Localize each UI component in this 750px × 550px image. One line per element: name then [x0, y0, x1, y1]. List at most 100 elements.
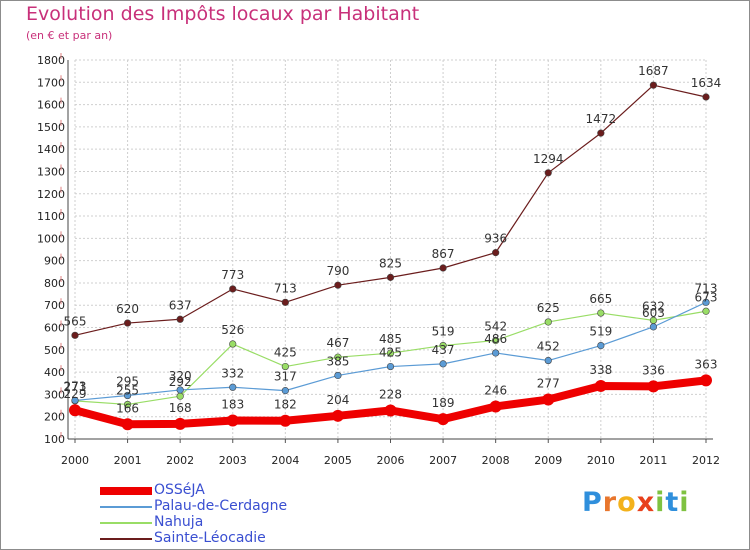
data-label-oss-ja: 204	[326, 393, 349, 407]
data-label-oss-ja: 277	[537, 377, 560, 391]
legend-swatch	[100, 506, 152, 508]
data-point-oss-ja	[331, 409, 344, 422]
legend-label: Nahuja	[154, 514, 204, 530]
data-point-nahuja	[229, 340, 237, 348]
data-point-sainte-l-ocadie	[649, 81, 658, 89]
data-label-oss-ja: 189	[432, 396, 455, 410]
data-point-nahuja	[492, 336, 500, 345]
legend-label: Sainte-Léocadie	[154, 530, 266, 546]
data-point-palau-de-cerdagne	[123, 391, 132, 400]
data-label-palau-de-cerdagne: 519	[589, 325, 612, 339]
data-point-palau-de-cerdagne	[281, 387, 289, 395]
data-label-nahuja: 673	[695, 290, 718, 304]
series-layer	[69, 81, 712, 431]
x-tick-label: 2001	[114, 454, 142, 467]
y-tick-label: 1000	[37, 232, 65, 245]
data-label-nahuja: 519	[432, 325, 455, 339]
data-point-oss-ja	[437, 413, 450, 426]
data-point-nahuja	[334, 353, 342, 361]
data-label-sainte-l-ocadie: 1294	[533, 152, 564, 166]
data-point-nahuja	[386, 349, 395, 357]
data-label-sainte-l-ocadie: 773	[221, 268, 244, 282]
legend-swatch	[100, 538, 152, 540]
data-point-palau-de-cerdagne	[544, 356, 552, 365]
logo-letter: t	[665, 487, 680, 518]
legend-label: Palau-de-Cerdagne	[154, 498, 288, 514]
data-point-sainte-l-ocadie	[439, 264, 447, 272]
x-tick-label: 2004	[271, 454, 299, 467]
y-tick-label: 1100	[37, 210, 65, 223]
data-label-oss-ja: 246	[484, 383, 507, 397]
data-label-sainte-l-ocadie: 867	[432, 247, 455, 261]
y-tick-label: 400	[44, 366, 65, 379]
y-tick-label: 300	[44, 388, 65, 401]
data-label-oss-ja: 182	[274, 398, 297, 412]
data-label-oss-ja: 338	[589, 363, 612, 377]
data-point-palau-de-cerdagne	[386, 362, 395, 371]
y-tick-label: 600	[44, 322, 65, 335]
data-point-palau-de-cerdagne	[229, 383, 237, 391]
data-point-sainte-l-ocadie	[123, 319, 132, 327]
data-point-palau-de-cerdagne	[334, 371, 342, 380]
data-point-sainte-l-ocadie	[71, 331, 79, 339]
y-tick-label: 1600	[37, 99, 65, 112]
x-tick-label: 2003	[219, 454, 247, 467]
grid-layer	[74, 59, 707, 440]
data-point-oss-ja	[542, 393, 555, 406]
data-label-palau-de-cerdagne: 486	[484, 332, 507, 346]
data-point-palau-de-cerdagne	[176, 386, 184, 394]
data-point-sainte-l-ocadie	[176, 315, 184, 323]
y-tick-label: 800	[44, 277, 65, 290]
y-tick-label: 1300	[37, 165, 65, 178]
y-tick-label: 900	[44, 255, 65, 268]
x-tick-label: 2011	[639, 454, 667, 467]
data-point-oss-ja	[384, 404, 397, 417]
data-label-sainte-l-ocadie: 936	[484, 232, 507, 246]
data-label-sainte-l-ocadie: 713	[274, 281, 297, 295]
data-label-palau-de-cerdagne: 332	[221, 366, 244, 380]
x-tick-label: 2008	[482, 454, 510, 467]
data-label-sainte-l-ocadie: 1634	[691, 76, 722, 90]
data-point-palau-de-cerdagne	[71, 396, 79, 405]
data-label-nahuja: 625	[537, 301, 560, 315]
data-point-sainte-l-ocadie	[597, 129, 605, 137]
data-point-sainte-l-ocadie	[544, 169, 552, 177]
data-point-nahuja	[123, 400, 132, 409]
data-point-sainte-l-ocadie	[229, 285, 237, 293]
data-label-oss-ja: 166	[116, 401, 139, 415]
data-point-oss-ja	[226, 414, 239, 427]
chart-subtitle: (en € et par an)	[26, 29, 113, 42]
data-point-oss-ja	[594, 379, 607, 392]
data-label-sainte-l-ocadie: 565	[64, 314, 87, 328]
data-label-nahuja: 542	[484, 319, 507, 333]
data-label-palau-de-cerdagne: 320	[169, 369, 192, 383]
y-tick-label: 1200	[37, 188, 65, 201]
data-label-oss-ja: 336	[642, 363, 665, 377]
data-point-palau-de-cerdagne	[439, 360, 447, 368]
data-label-nahuja: 665	[589, 292, 612, 306]
data-label-sainte-l-ocadie: 1472	[586, 112, 617, 126]
x-tick-label: 2005	[324, 454, 352, 467]
data-point-oss-ja	[121, 418, 134, 431]
data-point-nahuja	[702, 307, 710, 315]
data-point-nahuja	[176, 392, 184, 400]
data-label-nahuja: 292	[169, 375, 192, 389]
data-point-nahuja	[439, 341, 447, 350]
data-label-sainte-l-ocadie: 1687	[638, 64, 669, 78]
data-label-palau-de-cerdagne: 437	[432, 343, 455, 357]
data-label-sainte-l-ocadie: 825	[379, 256, 402, 270]
data-label-nahuja: 255	[116, 383, 139, 397]
data-point-oss-ja	[69, 404, 81, 417]
data-point-oss-ja	[700, 374, 712, 387]
data-point-palau-de-cerdagne	[597, 341, 605, 350]
data-label-palau-de-cerdagne: 317	[274, 370, 297, 384]
data-point-oss-ja	[489, 400, 502, 413]
data-label-nahuja: 425	[274, 346, 297, 360]
logo-letter: r	[602, 487, 618, 518]
y-tick-label: 1700	[37, 76, 65, 89]
x-tick-label: 2012	[692, 454, 720, 467]
data-label-sainte-l-ocadie: 620	[116, 302, 139, 316]
